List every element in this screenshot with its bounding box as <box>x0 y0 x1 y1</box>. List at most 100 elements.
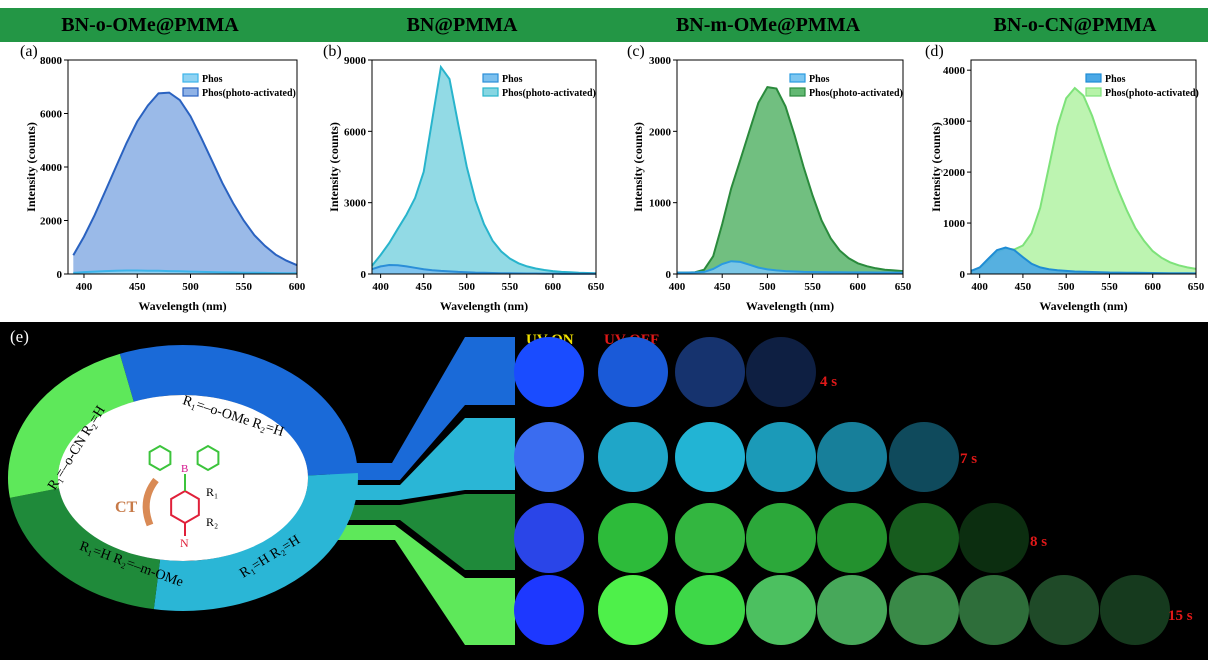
x-tick-label: 600 <box>850 281 867 293</box>
sample-photo <box>959 503 1029 573</box>
sample-photo <box>889 503 959 573</box>
area-fill <box>971 88 1196 274</box>
area-fill <box>372 67 596 274</box>
area-fill <box>73 92 297 274</box>
sample-photo <box>675 575 745 645</box>
series-line <box>677 86 904 274</box>
time-label: 8 s <box>1030 534 1047 550</box>
legend-swatch <box>1085 87 1102 97</box>
x-tick-label: 400 <box>372 281 389 293</box>
area-fill <box>677 87 903 274</box>
ct-label: CT <box>115 499 138 516</box>
molecule-ring <box>148 444 172 472</box>
legend-swatch <box>482 73 499 83</box>
funnel <box>330 337 515 480</box>
legend-swatch <box>182 73 199 83</box>
y-axis-label: Intensity (counts) <box>631 122 645 212</box>
sample-photo <box>514 575 584 645</box>
time-label: 4 s <box>820 374 837 390</box>
x-tick-label: 650 <box>1188 281 1205 293</box>
x-tick-label: 500 <box>1058 281 1075 293</box>
sample-photo <box>889 575 959 645</box>
x-tick-label: 550 <box>804 281 821 293</box>
sample-photo <box>889 422 959 492</box>
x-tick-label: 550 <box>502 281 519 293</box>
chart-title: BN-o-CN@PMMA <box>993 14 1157 36</box>
y-tick-label: 0 <box>666 269 672 281</box>
y-axis-label: Intensity (counts) <box>327 122 341 212</box>
legend-label: Phos(photo-activated) <box>502 88 596 99</box>
sample-photo <box>598 575 668 645</box>
x-tick-label: 550 <box>235 281 252 293</box>
y-tick-label: 2000 <box>649 126 672 138</box>
sample-photo <box>746 503 816 573</box>
sample-photo <box>746 575 816 645</box>
funnel <box>340 494 515 570</box>
legend-label: Phos(photo-activated) <box>202 88 296 99</box>
legend-label: Phos <box>809 74 830 85</box>
sample-photo <box>598 422 668 492</box>
y-tick-label: 0 <box>57 269 63 281</box>
atom-label: N <box>180 536 189 550</box>
ring-segment <box>153 473 358 611</box>
x-tick-label: 450 <box>415 281 432 293</box>
area-fill <box>971 247 1196 274</box>
series-line <box>970 246 1197 275</box>
y-tick-label: 3000 <box>344 198 367 210</box>
y-tick-label: 8000 <box>40 55 63 67</box>
y-tick-label: 2000 <box>943 167 966 179</box>
sample-photo <box>1100 575 1170 645</box>
chart-title: BN-o-OMe@PMMA <box>61 14 239 36</box>
y-tick-label: 2000 <box>40 216 63 228</box>
atom-label: B <box>181 463 188 475</box>
x-tick-label: 650 <box>895 281 912 293</box>
sample-photo <box>746 422 816 492</box>
sample-photo <box>514 503 584 573</box>
x-tick-label: 400 <box>669 281 686 293</box>
sample-photo <box>817 575 887 645</box>
legend-label: Phos(photo-activated) <box>1105 88 1199 99</box>
y-tick-label: 6000 <box>40 109 63 121</box>
sample-photo <box>817 503 887 573</box>
panel-label: (d) <box>925 43 944 60</box>
x-tick-label: 550 <box>1101 281 1118 293</box>
x-tick-label: 500 <box>759 281 776 293</box>
sample-photo <box>514 422 584 492</box>
header-banner <box>0 8 1208 42</box>
panel-label: (c) <box>627 43 645 60</box>
panel-label: (a) <box>20 43 38 60</box>
y-tick-label: 0 <box>361 269 367 281</box>
x-tick-label: 450 <box>714 281 731 293</box>
plot-frame <box>371 59 597 275</box>
y-tick-label: 6000 <box>344 126 367 138</box>
sample-photo <box>675 422 745 492</box>
plot-frame <box>970 59 1197 275</box>
sample-photo <box>1029 575 1099 645</box>
chart-title: BN@PMMA <box>407 14 518 36</box>
plot-frame <box>676 59 904 275</box>
x-tick-label: 650 <box>588 281 605 293</box>
legend-label: Phos <box>502 74 523 85</box>
y-tick-label: 0 <box>960 269 966 281</box>
y-tick-label: 4000 <box>943 65 966 77</box>
ring-segment <box>9 487 161 610</box>
area-fill <box>677 261 903 274</box>
x-tick-label: 500 <box>459 281 476 293</box>
sample-photo <box>959 575 1029 645</box>
legend-swatch <box>789 87 806 97</box>
series-line <box>73 269 298 275</box>
substituent-label: R₁ <box>206 485 218 499</box>
sample-photo <box>675 503 745 573</box>
sample-photo <box>746 337 816 407</box>
molecule-ring <box>196 444 220 472</box>
x-axis-label: Wavelength (nm) <box>440 299 528 313</box>
y-axis-label: Intensity (counts) <box>24 122 38 212</box>
series-line <box>371 64 597 275</box>
time-label: 15 s <box>1168 608 1193 624</box>
sample-photo <box>598 503 668 573</box>
sample-photo <box>675 337 745 407</box>
x-tick-label: 600 <box>289 281 306 293</box>
y-tick-label: 1000 <box>943 218 966 230</box>
ring-segment <box>119 345 358 477</box>
x-axis-label: Wavelength (nm) <box>138 299 226 313</box>
